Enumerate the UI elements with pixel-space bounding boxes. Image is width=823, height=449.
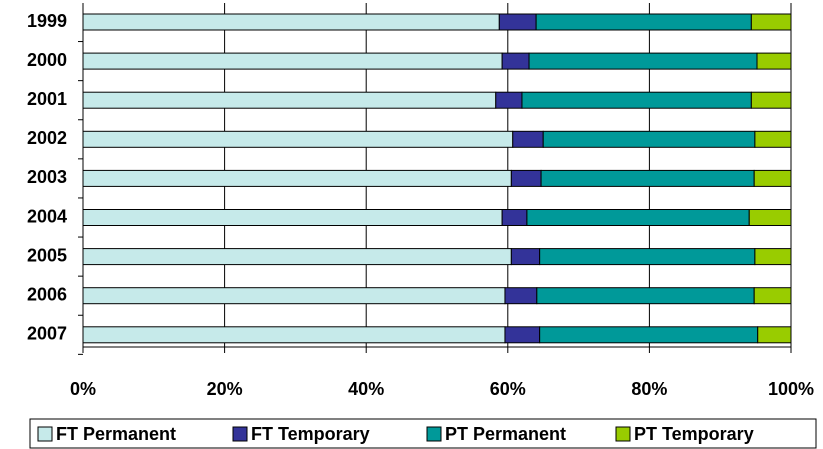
bar-segment (750, 91, 792, 109)
legend-swatch (232, 426, 248, 442)
bar-segment (82, 326, 506, 344)
bar-segment (754, 248, 792, 266)
bar-segment (510, 169, 542, 187)
y-tick-label: 2007 (27, 324, 67, 344)
bar-segment (495, 91, 523, 109)
y-tick-label: 2003 (27, 167, 67, 187)
bar-segment (501, 209, 528, 226)
bar-segment (501, 52, 530, 70)
bar-segment (756, 52, 792, 70)
bar-segment (748, 209, 792, 226)
bar-segment (539, 326, 759, 344)
bar-segment (82, 52, 503, 70)
legend-box (29, 418, 817, 449)
bar-segment (753, 287, 792, 305)
bar-segment (82, 130, 514, 148)
x-tick-label: 80% (631, 379, 667, 399)
bar-segment (757, 326, 792, 344)
y-tick-label: 2005 (27, 245, 67, 265)
bar-segment (498, 13, 537, 31)
y-tick-label: 2002 (27, 128, 67, 148)
y-tick-label: 2001 (27, 89, 67, 109)
x-tick-label: 60% (490, 379, 526, 399)
bar-segment (82, 287, 506, 305)
bar-segment (535, 13, 752, 31)
legend-label: PT Temporary (634, 424, 754, 444)
x-tick-label: 40% (348, 379, 384, 399)
bar-segment (82, 91, 497, 109)
y-tick-label: 2006 (27, 284, 67, 304)
bar-segment (504, 326, 541, 344)
bar-segment (82, 13, 500, 31)
bar-segment (510, 248, 541, 266)
bar-segment (521, 91, 752, 109)
y-tick-label: 2000 (27, 50, 67, 70)
legend-swatch (426, 426, 442, 442)
bar-segment (526, 209, 750, 226)
bar-segment (504, 287, 538, 305)
legend-swatch (615, 426, 631, 442)
bar-segment (540, 169, 755, 187)
bar-segment (536, 287, 755, 305)
legend-label: FT Permanent (56, 424, 176, 444)
x-tick-label: 20% (207, 379, 243, 399)
bar-segment (82, 169, 512, 187)
legend-label: FT Temporary (251, 424, 370, 444)
bar-segment (753, 169, 792, 187)
bar-segment (82, 248, 512, 266)
legend-swatch (37, 426, 53, 442)
bar-segment (512, 130, 544, 148)
bar-segment (750, 13, 792, 31)
y-tick-label: 1999 (27, 11, 67, 31)
bar-segment (528, 52, 758, 70)
bar-segment (542, 130, 756, 148)
x-tick-label: 100% (768, 379, 814, 399)
y-tick-label: 2004 (27, 206, 67, 226)
x-tick-label: 0% (70, 379, 96, 399)
legend-label: PT Permanent (445, 424, 566, 444)
bar-segment (82, 209, 503, 226)
bar-segment (539, 248, 756, 266)
bar-segment (754, 130, 792, 148)
